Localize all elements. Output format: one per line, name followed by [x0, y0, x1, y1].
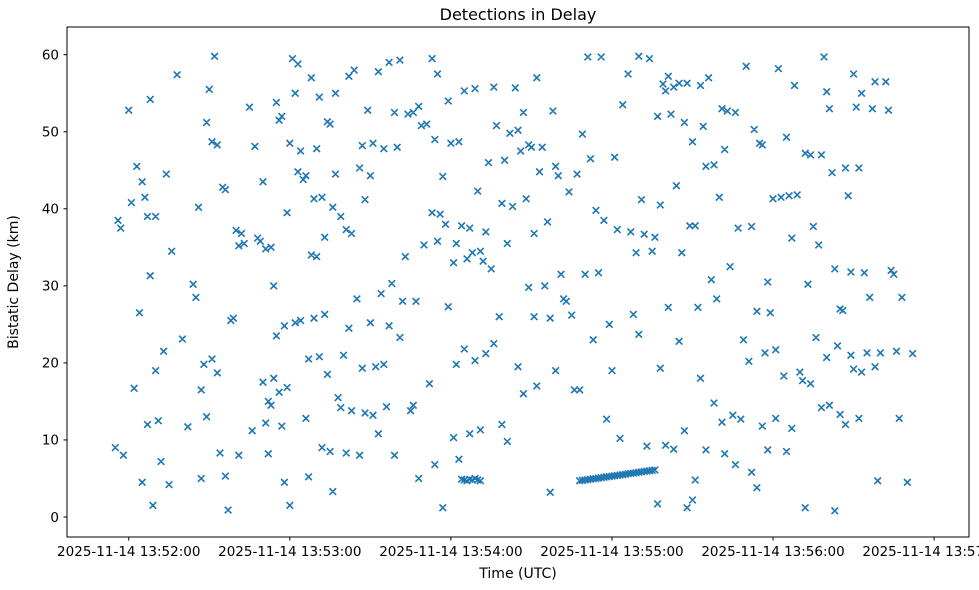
x-tick-label: 2025-11-14 13:52:00: [57, 544, 200, 560]
chart-title: Detections in Delay: [440, 5, 597, 24]
axes-layer: 2025-11-14 13:52:00 2025-11-14 13:53:00 20…: [42, 26, 979, 560]
y-tick-label: 20: [42, 356, 59, 372]
y-tick-label: 0: [50, 510, 59, 526]
y-axis-label: Bistatic Delay (km): [6, 215, 22, 349]
scatter-markers: [111, 52, 917, 515]
y-tick-label: 40: [42, 202, 59, 218]
y-tick-label: 30: [42, 279, 59, 295]
x-tick-label: 2025-11-14 13:54:00: [379, 544, 522, 560]
y-tick-label: 10: [42, 433, 59, 449]
x-tick-label: 2025-11-14 13:53:00: [218, 544, 361, 560]
y-tick-label: 60: [42, 48, 59, 64]
x-tick-label: 2025-11-14 13:57:00: [862, 544, 979, 560]
markers-layer: [111, 52, 917, 515]
x-tick-label: 2025-11-14 13:56:00: [701, 544, 844, 560]
plot-border: [66, 26, 970, 538]
x-tick-label: 2025-11-14 13:55:00: [540, 544, 683, 560]
y-tick-label: 50: [42, 125, 59, 141]
x-axis-label: Time (UTC): [478, 566, 556, 582]
